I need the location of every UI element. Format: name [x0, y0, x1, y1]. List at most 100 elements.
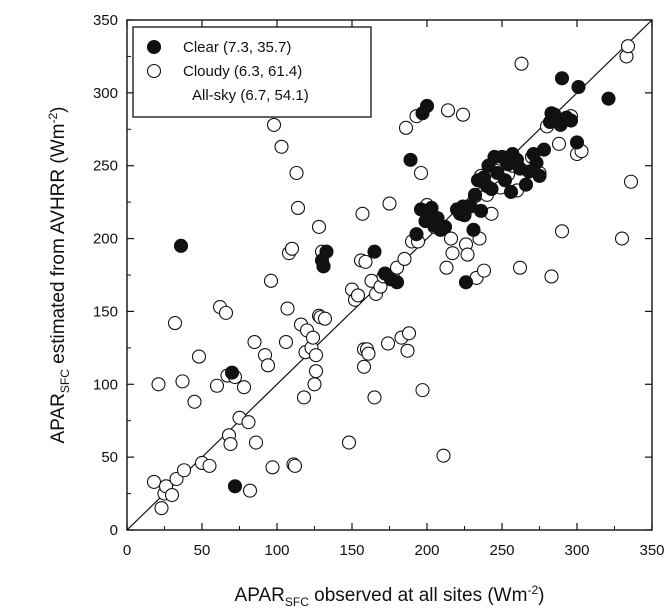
legend-label: Clear (7.3, 35.7)	[183, 39, 291, 56]
cloudy-point	[290, 200, 306, 216]
cloudy-point	[398, 120, 414, 135]
cloudy-point	[209, 378, 225, 393]
cloudy-point	[460, 247, 475, 262]
cloudy-point	[167, 316, 183, 331]
clear-point	[497, 173, 513, 188]
cloudy-point	[187, 394, 202, 409]
x-tick-label: 0	[123, 542, 131, 559]
cloudy-point	[356, 359, 372, 374]
clear-point	[529, 155, 544, 170]
cloudy-point	[554, 224, 570, 239]
cloudy-point	[263, 273, 279, 288]
cloudy-point	[361, 346, 376, 361]
cloudy-point	[289, 165, 304, 181]
cloudy-point	[278, 334, 294, 350]
cloudy-point	[164, 487, 180, 503]
cloudy-point	[151, 377, 166, 392]
cloudy-point	[512, 260, 528, 275]
cloudy-point	[614, 231, 630, 246]
cloudy-point	[436, 448, 451, 463]
clear-point	[601, 91, 616, 106]
legend-marker-clear	[146, 39, 162, 55]
cloudy-point	[401, 326, 417, 341]
data-points-layer	[146, 39, 639, 516]
clear-point	[518, 177, 534, 192]
cloudy-point	[413, 165, 429, 181]
cloudy-point	[445, 246, 460, 261]
cloudy-point	[440, 103, 456, 118]
legend-label: All-sky (6.7, 54.1)	[192, 87, 309, 104]
cloudy-point	[274, 139, 289, 154]
legend-box	[132, 26, 372, 118]
y-tick-label: 200	[93, 231, 118, 248]
cloudy-point	[260, 358, 276, 373]
x-tick-label: 250	[489, 542, 514, 559]
clear-point	[467, 187, 483, 202]
cloudy-point	[308, 348, 324, 363]
clear-point	[409, 227, 424, 242]
clear-point	[389, 275, 405, 290]
clear-point	[173, 238, 189, 253]
clear-point	[316, 259, 331, 274]
cloudy-point	[317, 311, 333, 326]
cloudy-point	[623, 174, 639, 189]
plot-frame-layer: 0 50 100 150 200 250 300 350 0 50 100 150 200 250 300 3…	[93, 12, 665, 559]
clear-point	[419, 98, 435, 114]
clear-point	[554, 71, 570, 86]
cloudy-point	[176, 463, 192, 478]
clear-point	[224, 365, 240, 380]
cloudy-point	[544, 269, 559, 284]
x-tick-label: 150	[339, 542, 364, 559]
y-tick-label: 0	[110, 522, 118, 539]
clear-point	[466, 222, 481, 237]
cloudy-point	[341, 435, 357, 450]
cloudy-point	[382, 196, 397, 211]
x-tick-label: 300	[564, 542, 589, 559]
clear-point	[473, 203, 489, 218]
cloudy-point	[284, 241, 300, 256]
cloudy-point	[397, 251, 412, 267]
clear-point	[367, 244, 382, 259]
clear-point	[503, 184, 519, 199]
cloudy-point	[620, 39, 636, 54]
clear-point	[532, 168, 547, 183]
legend-marker-cloudy	[146, 63, 162, 79]
cloudy-point	[287, 458, 303, 473]
y-tick-label: 250	[93, 158, 118, 175]
cloudy-point	[248, 435, 264, 450]
x-tick-label: 350	[639, 542, 664, 559]
clear-point	[484, 181, 499, 197]
cloudy-point	[308, 364, 324, 379]
cloudy-point	[266, 117, 282, 132]
clear-point	[458, 275, 474, 290]
cloudy-point	[551, 136, 567, 151]
x-axis-label: APARSFC observed at all sites (Wm-2)	[235, 583, 545, 609]
y-tick-label: 300	[93, 85, 118, 102]
clear-point	[563, 113, 579, 128]
clear-point	[569, 135, 585, 150]
clear-point	[536, 142, 552, 157]
cloudy-point	[202, 458, 217, 473]
legend: Clear (7.3, 35.7) Cloudy (6.3, 61.4) All-s…	[132, 26, 372, 118]
cloudy-point	[175, 374, 190, 389]
cloudy-point	[236, 380, 252, 395]
cloudy-point	[455, 107, 471, 122]
cloudy-point	[307, 377, 322, 392]
x-tick-label: 200	[414, 542, 439, 559]
cloudy-point	[476, 263, 492, 278]
cloudy-point	[265, 460, 280, 475]
cloudy-point	[154, 501, 169, 516]
cloudy-point	[218, 305, 234, 320]
y-tick-label: 50	[101, 449, 118, 466]
x-tick-label: 50	[194, 542, 211, 559]
clear-point	[227, 479, 243, 494]
cloudy-point	[443, 231, 459, 246]
cloudy-point	[247, 334, 262, 350]
cloudy-point	[415, 383, 430, 398]
cloudy-point	[350, 288, 366, 303]
cloudy-point	[358, 254, 373, 269]
y-tick-label: 100	[93, 376, 118, 393]
cloudy-point	[146, 474, 162, 489]
y-tick-label: 150	[93, 303, 118, 320]
